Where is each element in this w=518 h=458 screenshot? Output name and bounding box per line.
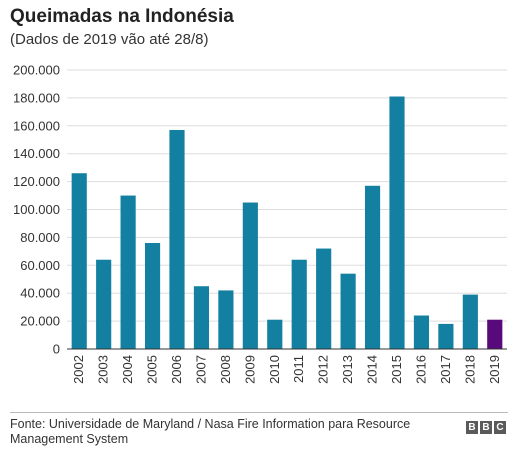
x-tick-label: 2017 xyxy=(438,355,453,384)
y-tick-label: 100.000 xyxy=(13,202,60,217)
bbc-logo: B B C xyxy=(466,421,506,434)
bar xyxy=(242,202,258,349)
x-tick-label: 2002 xyxy=(71,355,86,384)
x-tick-label: 2007 xyxy=(193,355,208,384)
x-tick-label: 2006 xyxy=(169,355,184,384)
x-tick-label: 2013 xyxy=(340,355,355,384)
bar xyxy=(462,294,478,349)
bar xyxy=(120,195,136,349)
y-tick-label: 180.000 xyxy=(13,90,60,105)
y-tick-label: 40.000 xyxy=(20,286,60,301)
bar xyxy=(413,315,430,349)
x-tick-label: 2010 xyxy=(267,355,282,384)
bbc-logo-letter: B xyxy=(466,421,478,434)
y-tick-label: 0 xyxy=(53,342,60,357)
x-tick-label: 2003 xyxy=(96,355,111,384)
y-tick-label: 140.000 xyxy=(13,146,60,161)
chart-subtitle: (Dados de 2019 vão até 28/8) xyxy=(10,31,209,48)
x-tick-label: 2004 xyxy=(120,355,135,384)
x-tick-label: 2018 xyxy=(462,355,477,384)
bar xyxy=(169,129,185,349)
bar xyxy=(316,248,332,349)
chart-title: Queimadas na Indonésia xyxy=(10,6,234,27)
bar-chart: 0 20.000 40.000 60.000 80.000 100.000 120.000 1… xyxy=(13,63,507,384)
footer-divider xyxy=(10,412,508,413)
bar xyxy=(96,259,112,349)
x-tick-label: 2019 xyxy=(487,355,502,384)
y-tick-label: 60.000 xyxy=(20,258,60,273)
bbc-logo-letter: B xyxy=(480,421,492,434)
bbc-logo-letter: C xyxy=(494,421,506,434)
y-tick-label: 160.000 xyxy=(13,118,60,133)
bar xyxy=(144,242,161,349)
bar xyxy=(340,273,356,349)
x-tick-label: 2012 xyxy=(316,355,331,384)
bar xyxy=(291,259,307,349)
y-tick-label: 20.000 xyxy=(20,314,60,329)
bar xyxy=(438,323,454,349)
bar xyxy=(71,173,87,349)
bar xyxy=(218,290,234,349)
x-tick-label: 2015 xyxy=(389,355,404,384)
bar xyxy=(389,96,405,349)
bar xyxy=(267,319,283,349)
y-tick-label: 120.000 xyxy=(13,174,60,189)
y-tick-label: 80.000 xyxy=(20,230,60,245)
y-tick-label: 200.000 xyxy=(13,63,60,78)
bar xyxy=(193,286,210,349)
bar xyxy=(364,185,381,349)
source-note: Fonte: Universidade de Maryland / Nasa F… xyxy=(10,417,411,446)
x-tick-label: 2014 xyxy=(365,355,380,384)
x-tick-label: 2016 xyxy=(413,355,428,384)
x-tick-label: 2005 xyxy=(145,355,160,384)
x-tick-label: 2009 xyxy=(242,355,257,384)
bar xyxy=(487,319,503,349)
x-tick-label: 2011 xyxy=(291,355,306,383)
x-tick-label: 2008 xyxy=(218,355,233,384)
